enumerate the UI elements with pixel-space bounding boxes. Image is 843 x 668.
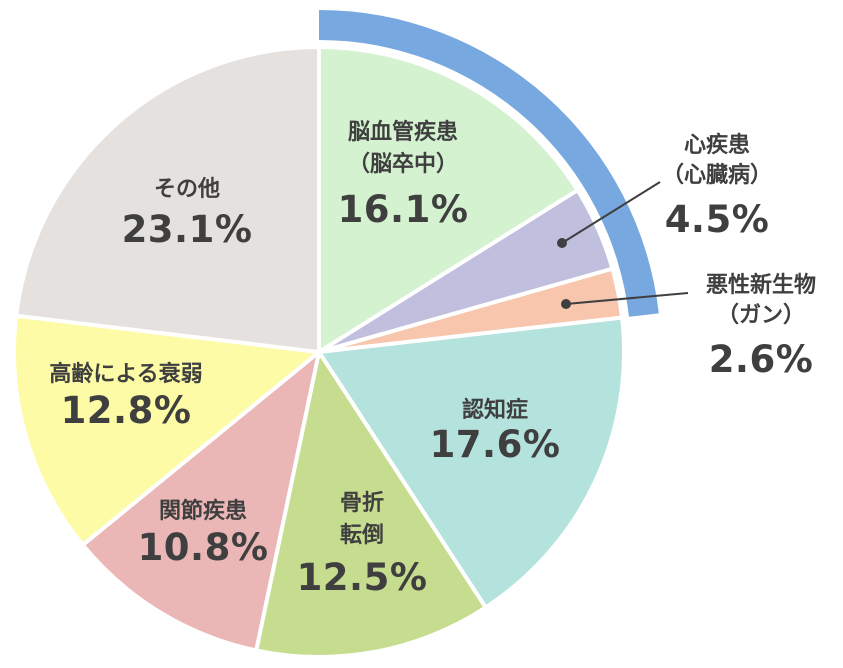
pie-slice-0 [317,45,580,354]
slice-label-5-line-0: 関節疾患 [159,498,247,524]
slice-label-7-line-0: その他 [154,177,220,202]
slice-value-2: 2.6% [709,338,814,381]
pie-slice-7 [14,45,321,354]
highlight-arc [319,10,659,317]
slice-label-0-line-1: （脳卒中） [348,151,458,177]
leader-dot-2 [561,299,571,309]
leader-line-2 [565,292,689,305]
pie-slice-4 [254,350,488,659]
leader-dot-1 [557,238,567,248]
slice-label-6-line-0: 高齢による衰弱 [49,361,202,387]
slice-value-6: 12.8% [61,389,192,432]
slice-value-5: 10.8% [138,526,269,569]
slice-label-2-line-1: （ガン） [717,303,805,328]
slice-value-7: 23.1% [122,208,253,251]
slice-label-2-line-0: 悪性新生物 [706,272,816,298]
slice-label-3-line-0: 認知症 [462,397,528,423]
slice-value-1: 4.5% [665,198,770,241]
slice-label-1-line-0: 心疾患 [684,132,750,158]
pie-slice-5 [80,350,321,653]
slice-label-1-line-1: （心臓病） [662,162,772,188]
slice-label-4-line-1: 転倒 [340,522,384,548]
slice-value-0: 16.1% [338,188,469,231]
slice-label-4-line-0: 骨折 [340,491,384,516]
slice-value-3: 17.6% [430,423,561,466]
slice-value-4: 12.5% [297,556,428,599]
leader-line-1 [561,181,661,244]
slice-label-0-line-0: 脳血管疾患 [348,119,458,145]
pie-slice-6 [12,313,321,547]
pie-slice-3 [317,315,626,610]
